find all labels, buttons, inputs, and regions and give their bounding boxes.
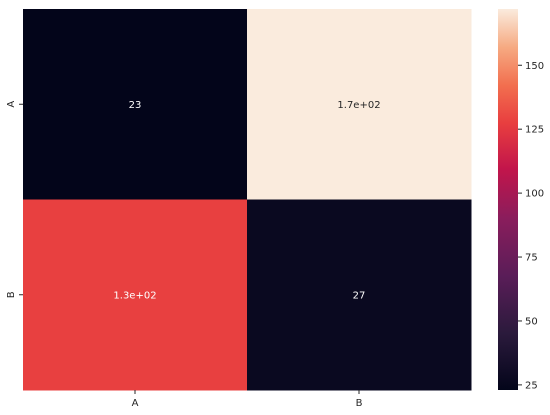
heatmap-cells	[23, 9, 472, 391]
y-tick-label-A: A	[6, 101, 17, 108]
colorbar: 25 50 75 100 125 150	[498, 9, 544, 391]
heatmap-cell-B-A	[23, 199, 248, 391]
cell-annotation-A-A: 23	[129, 100, 142, 111]
colorbar-gradient	[498, 9, 518, 390]
cell-annotation-B-A: 1.3e+02	[113, 290, 156, 301]
colorbar-tick-label-150: 150	[525, 61, 544, 72]
x-tick-label-B: B	[356, 398, 363, 409]
heatmap-cell-A-A	[23, 9, 248, 200]
cell-annotation-A-B: 1.7e+02	[337, 100, 380, 111]
colorbar-tick-label-75: 75	[525, 253, 538, 264]
colorbar-tick-label-25: 25	[525, 380, 538, 391]
colorbar-tick-label-125: 125	[525, 125, 544, 136]
cell-annotation-B-B: 27	[353, 290, 366, 301]
y-axis: AB	[6, 101, 23, 298]
x-tick-label-A: A	[132, 398, 139, 409]
colorbar-tick-label-100: 100	[525, 189, 544, 200]
heatmap-cell-labels: 23 1.7e+02 1.3e+02 27	[113, 100, 380, 302]
colorbar-tick-label-50: 50	[525, 316, 538, 327]
heatmap-cell-B-B	[247, 199, 472, 391]
heatmap-cell-A-B	[247, 9, 472, 200]
colorbar-ticks: 25 50 75 100 125 150	[518, 61, 544, 391]
y-tick-label-B: B	[6, 291, 17, 298]
